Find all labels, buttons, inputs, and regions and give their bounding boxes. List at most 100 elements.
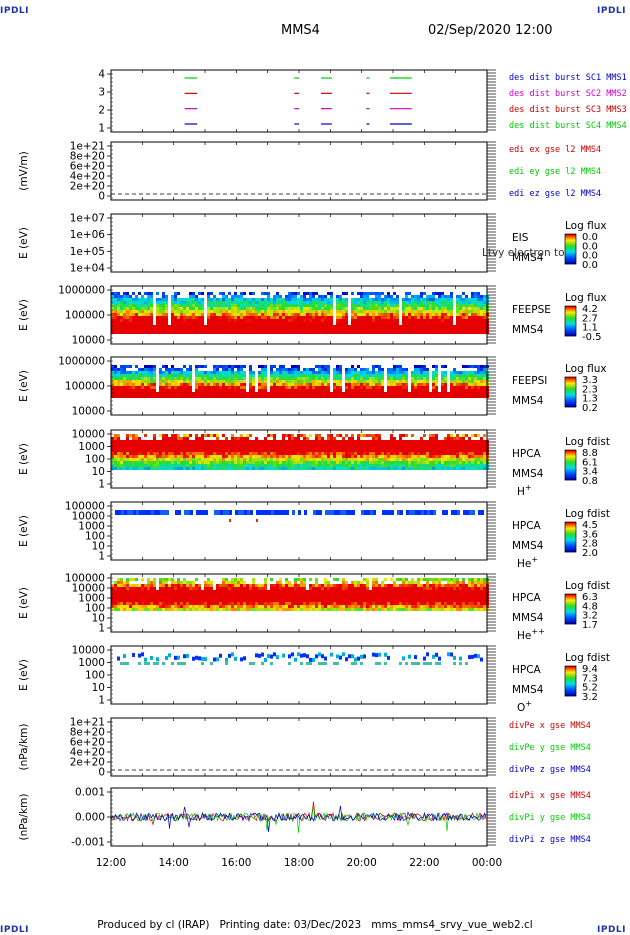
heatmap-cell	[345, 443, 348, 446]
heatmap-cell	[177, 377, 180, 380]
heatmap-cell	[171, 298, 174, 301]
heatmap-cell	[372, 313, 375, 316]
heatmap-cell	[219, 380, 222, 383]
heatmap-cell	[480, 377, 483, 380]
heatmap-cell	[126, 328, 129, 331]
heatmap-cell	[129, 434, 132, 437]
heatmap-cell	[135, 365, 138, 368]
heatmap-cell	[318, 316, 321, 319]
heatmap-cell	[213, 313, 216, 316]
heatmap-cell	[174, 295, 177, 298]
heatmap-cell	[390, 446, 393, 449]
heatmap-cell	[201, 331, 204, 334]
heatmap-cell	[180, 298, 183, 301]
heatmap-cell	[114, 593, 117, 596]
heatmap-cell	[381, 393, 384, 396]
heatmap-cell	[411, 310, 414, 313]
heatmap-cell	[405, 301, 408, 304]
heatmap-cell	[444, 458, 447, 461]
heatmap-cell	[291, 307, 294, 310]
heatmap-cell	[459, 458, 462, 461]
heatmap-cell	[444, 440, 447, 443]
heatmap-cell	[351, 461, 354, 464]
heatmap-cell	[126, 464, 129, 467]
heatmap-cell	[153, 590, 156, 593]
heatmap-cell	[366, 322, 369, 325]
heatmap-cell	[441, 449, 444, 452]
heatmap-cell	[456, 301, 459, 304]
heatmap-cell	[186, 581, 189, 584]
heatmap-cell	[480, 455, 483, 458]
heatmap-cell	[345, 313, 348, 316]
heatmap-cell	[315, 455, 318, 458]
heatmap-cell	[477, 458, 480, 461]
heatmap-cell	[283, 510, 286, 515]
heatmap-cell	[471, 377, 474, 380]
heatmap-cell	[201, 440, 204, 443]
heatmap-cell	[294, 328, 297, 331]
heatmap-cell	[354, 380, 357, 383]
heatmap-cell	[291, 365, 294, 368]
heatmap-cell	[171, 449, 174, 452]
heatmap-cell	[336, 380, 339, 383]
heatmap-cell	[423, 383, 426, 386]
heatmap-cell	[237, 393, 240, 396]
heatmap-cell	[321, 319, 324, 322]
heatmap-cell	[159, 319, 162, 322]
heatmap-cell	[384, 452, 387, 455]
heatmap-cell	[297, 458, 300, 461]
heatmap-cell	[234, 310, 237, 313]
heatmap-cell	[123, 608, 126, 611]
heatmap-cell	[432, 386, 435, 389]
heatmap-cell	[366, 467, 369, 470]
heatmap-cell	[303, 331, 306, 334]
heatmap-cell	[145, 510, 148, 515]
heatmap-cell	[144, 380, 147, 383]
heatmap-cell	[276, 455, 279, 458]
heatmap-cell	[417, 458, 420, 461]
heatmap-cell	[126, 298, 129, 301]
heatmap-cell	[399, 446, 402, 449]
heatmap-cell	[471, 371, 474, 374]
heatmap-cell	[114, 295, 117, 298]
heatmap-cell	[339, 383, 342, 386]
heatmap-cell	[270, 298, 273, 301]
heatmap-cell	[450, 458, 453, 461]
heatmap-cell	[357, 440, 360, 443]
heatmap-cell	[222, 365, 225, 368]
heatmap-cell	[189, 368, 192, 371]
heatmap-cell	[156, 440, 159, 443]
heatmap-cell	[393, 304, 396, 307]
heatmap-cell	[120, 322, 123, 325]
heatmap-cell	[297, 452, 300, 455]
heatmap-cell	[372, 458, 375, 461]
heatmap-cell	[255, 328, 258, 331]
heatmap-cell	[198, 380, 201, 383]
heatmap-cell	[420, 328, 423, 331]
heatmap-cell	[276, 446, 279, 449]
heatmap-cell	[195, 440, 198, 443]
heatmap-cell	[159, 599, 162, 602]
heatmap-cell	[186, 389, 189, 392]
heatmap-cell	[162, 374, 165, 377]
heatmap-cell	[478, 510, 481, 515]
heatmap-cell	[438, 298, 441, 301]
heatmap-cell	[162, 599, 165, 602]
heatmap-cell	[237, 467, 240, 470]
heatmap-cell	[393, 316, 396, 319]
heatmap-cell	[315, 319, 318, 322]
heatmap-cell	[276, 298, 279, 301]
heatmap-cell	[351, 437, 354, 440]
heatmap-cell	[174, 328, 177, 331]
heatmap-cell	[153, 608, 156, 611]
heatmap-cell	[231, 386, 234, 389]
heatmap-cell	[237, 371, 240, 374]
heatmap-cell	[432, 458, 435, 461]
heatmap-cell	[174, 608, 177, 611]
heatmap-cell	[153, 365, 156, 368]
heatmap-cell	[135, 389, 138, 392]
heatmap-cell	[378, 371, 381, 374]
heatmap-cell	[129, 584, 132, 587]
heatmap-cell	[399, 393, 402, 396]
heatmap-cell	[117, 374, 120, 377]
